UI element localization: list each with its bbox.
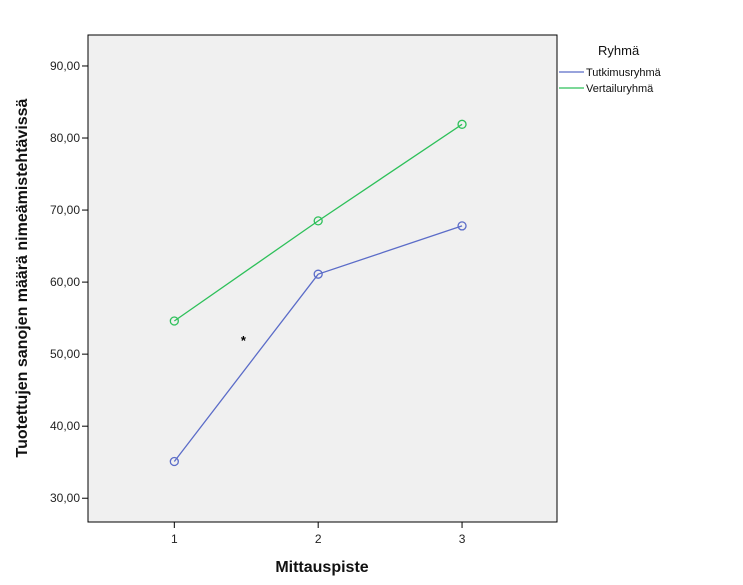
series-layer: [169, 119, 467, 467]
series-1-point: [169, 456, 179, 467]
y-tick-label: 60,00: [50, 275, 80, 289]
legend-title: Ryhmä: [598, 43, 640, 58]
y-tick-label: 30,00: [50, 491, 80, 505]
legend: Ryhmä Tutkimusryhmä Vertailuryhmä: [559, 43, 662, 95]
y-tick-label: 80,00: [50, 131, 80, 145]
series-1-point: [457, 221, 467, 231]
y-axis: 30,00 40,00 50,00 60,00 70,00 80,00 90,00: [50, 59, 88, 505]
y-axis-title: Tuotettujen sanojen määrä nimeämistehtäv…: [14, 98, 31, 457]
x-axis-title: Mittauspiste: [275, 559, 368, 576]
annotation-layer: *: [241, 333, 247, 348]
series-1-point: [313, 269, 323, 279]
series-2-point: [457, 119, 467, 129]
y-tick-label: 40,00: [50, 419, 80, 433]
y-tick-label: 70,00: [50, 203, 80, 217]
legend-items: Tutkimusryhmä Vertailuryhmä: [559, 67, 662, 95]
y-tick-label: 50,00: [50, 347, 80, 361]
series-2-point: [313, 216, 323, 226]
series-line-1: [173, 225, 463, 462]
plot-area: [87, 34, 558, 523]
y-tick-label: 90,00: [50, 59, 80, 73]
x-axis: 1 2 3: [171, 522, 466, 546]
x-tick-label: 3: [459, 532, 466, 546]
series-2-point: [169, 316, 179, 326]
x-tick-label: 2: [315, 532, 322, 546]
series-line-2: [173, 123, 463, 322]
legend-label-1: Tutkimusryhmä: [586, 67, 662, 79]
annotation-marker: *: [241, 333, 247, 348]
x-tick-label: 1: [171, 532, 178, 546]
legend-label-2: Vertailuryhmä: [586, 83, 654, 95]
